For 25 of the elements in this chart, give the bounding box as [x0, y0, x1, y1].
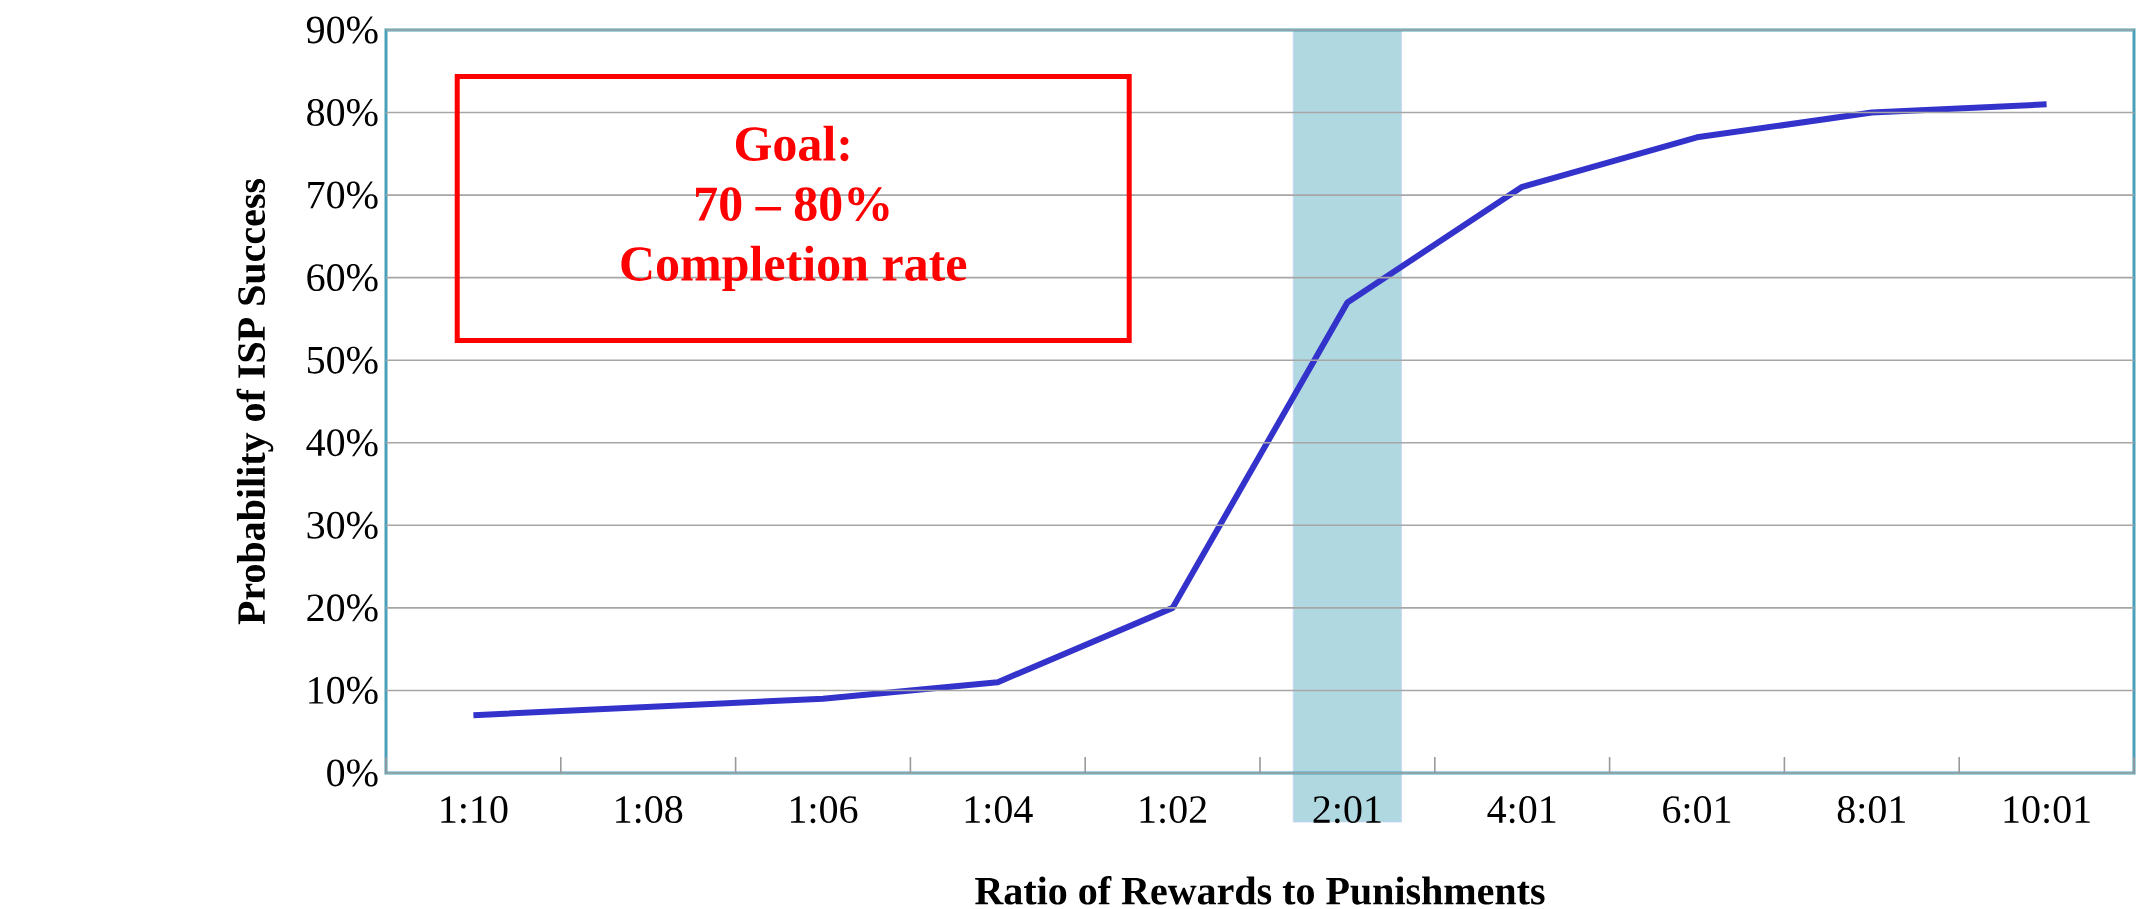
y-tick-label: 70%	[308, 181, 378, 209]
annotation: Goal:	[735, 125, 849, 162]
x-tick-label: 1:08	[616, 796, 683, 824]
annotation: 70 – 80%	[696, 187, 889, 222]
x-tick-label: 1:04	[965, 796, 1033, 824]
y-tick-label: 90%	[306, 16, 378, 44]
y-tick-label: 10%	[309, 676, 378, 704]
x-axis-title: Ratio of Rewards to Punishments	[975, 876, 1545, 905]
x-tick-label: 4:01	[1487, 796, 1556, 824]
y-tick-label: 60%	[307, 264, 378, 292]
y-tick-label: 40%	[306, 429, 378, 457]
x-tick-label: 6:01	[1663, 796, 1731, 824]
x-tick-label: 10:01	[2004, 796, 2090, 824]
x-tick-label: 2:01	[1313, 796, 1381, 824]
y-tick-label: 30%	[307, 511, 378, 539]
x-tick-label: 8:01	[1837, 796, 1905, 824]
y-tick-label: 0%	[327, 759, 378, 787]
x-tick-label: 1:10	[441, 796, 508, 824]
y-axis-title: Probability of ISP Success	[236, 178, 274, 625]
x-tick-label: 1:02	[1140, 796, 1206, 824]
y-tick-label: 50%	[307, 346, 378, 374]
y-tick-label: 80%	[307, 99, 378, 127]
y-tick-label: 20%	[307, 594, 378, 622]
annotation: Completion rate	[621, 245, 967, 292]
x-tick-label: 1:06	[790, 796, 858, 824]
